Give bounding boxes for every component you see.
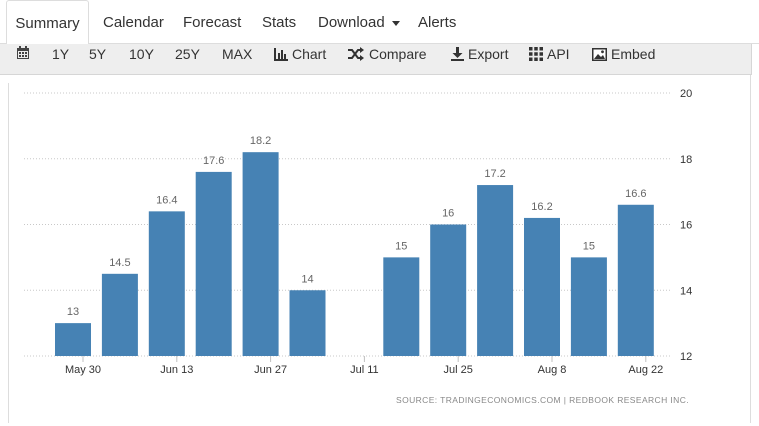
y-tick-label: 12 (680, 351, 692, 363)
data-label: 16 (442, 208, 454, 220)
bar (617, 204, 654, 356)
x-tick-label: Jul 11 (350, 364, 379, 376)
x-tick-label: Jun 27 (254, 364, 287, 376)
bar (524, 217, 560, 356)
bar (477, 185, 514, 356)
bar-chart-icon (274, 47, 288, 61)
bar (55, 323, 91, 356)
tab-download-label: Download (318, 14, 385, 31)
y-tick-label: 20 (680, 88, 692, 100)
data-label: 17.6 (203, 155, 224, 167)
x-tick-label: May 30 (65, 364, 101, 376)
bar (148, 211, 185, 356)
data-label: 15 (395, 240, 407, 252)
compare-button[interactable]: Compare (348, 44, 427, 64)
embed-button[interactable]: Embed (592, 44, 655, 64)
bar (383, 257, 420, 356)
image-icon (592, 47, 607, 61)
chart-frame-right (750, 75, 751, 423)
range-5y-button[interactable]: 5Y (89, 46, 107, 62)
tab-calendar[interactable]: Calendar (103, 14, 164, 31)
caret-down-icon (391, 20, 400, 26)
range-max-button[interactable]: MAX (222, 46, 253, 62)
export-button[interactable]: Export (451, 44, 508, 64)
grid-icon (529, 47, 543, 61)
bar (570, 257, 607, 356)
data-label: 15 (583, 240, 595, 252)
chart-button-label: Chart (292, 46, 327, 62)
data-label: 16.6 (625, 188, 646, 200)
data-label: 14 (301, 273, 313, 285)
x-tick-label: Aug 8 (538, 364, 567, 376)
data-label: 13 (67, 306, 79, 318)
bar (430, 224, 467, 356)
shuffle-icon (348, 47, 365, 61)
api-button-label: API (547, 46, 570, 62)
bar (195, 171, 232, 356)
x-tick-label: Jul 25 (444, 364, 473, 376)
range-1y-button[interactable]: 1Y (52, 46, 70, 62)
x-tick-label: Aug 22 (628, 364, 663, 376)
download-icon (451, 47, 464, 61)
tab-forecast[interactable]: Forecast (183, 14, 242, 31)
chart-button[interactable]: Chart (274, 44, 326, 64)
tab-stats[interactable]: Stats (262, 14, 297, 31)
y-tick-label: 14 (680, 285, 692, 297)
range-25y-button[interactable]: 25Y (175, 46, 200, 62)
api-button[interactable]: API (529, 44, 570, 64)
y-tick-label: 18 (680, 154, 692, 166)
data-label: 16.2 (531, 201, 552, 213)
data-label: 14.5 (109, 257, 130, 269)
data-label: 16.4 (156, 194, 177, 206)
bar (289, 290, 326, 356)
tab-alerts[interactable]: Alerts (418, 14, 457, 31)
bar-chart: 13 14.5 16.4 17.6 18.2 14 15 16 17.2 16.2 15 16.6 1… (24, 88, 692, 405)
compare-button-label: Compare (369, 46, 427, 62)
bar (242, 152, 279, 356)
chart-frame-left (8, 83, 9, 423)
range-10y-button[interactable]: 10Y (129, 46, 154, 62)
x-tick-label: Jun 13 (160, 364, 193, 376)
tab-summary[interactable]: Summary (6, 0, 89, 45)
embed-button-label: Embed (611, 46, 656, 62)
tab-bar: Summary Calendar Forecast Stats Download… (0, 0, 759, 45)
chart-toolbar: 1Y 5Y 10Y 25Y MAX Chart Compare Export A… (0, 44, 752, 75)
data-label: 18.2 (250, 135, 271, 147)
data-label: 17.2 (484, 168, 505, 180)
export-button-label: Export (468, 46, 509, 62)
y-tick-label: 16 (680, 220, 692, 232)
source-note: SOURCE: TRADINGECONOMICS.COM | REDBOOK R… (396, 395, 689, 405)
tab-download[interactable]: Download (318, 0, 400, 44)
chart-area: 13 14.5 16.4 17.6 18.2 14 15 16 17.2 16.2 15 16.6 1… (0, 75, 759, 426)
calendar-icon[interactable] (16, 43, 30, 63)
bar (101, 273, 138, 356)
